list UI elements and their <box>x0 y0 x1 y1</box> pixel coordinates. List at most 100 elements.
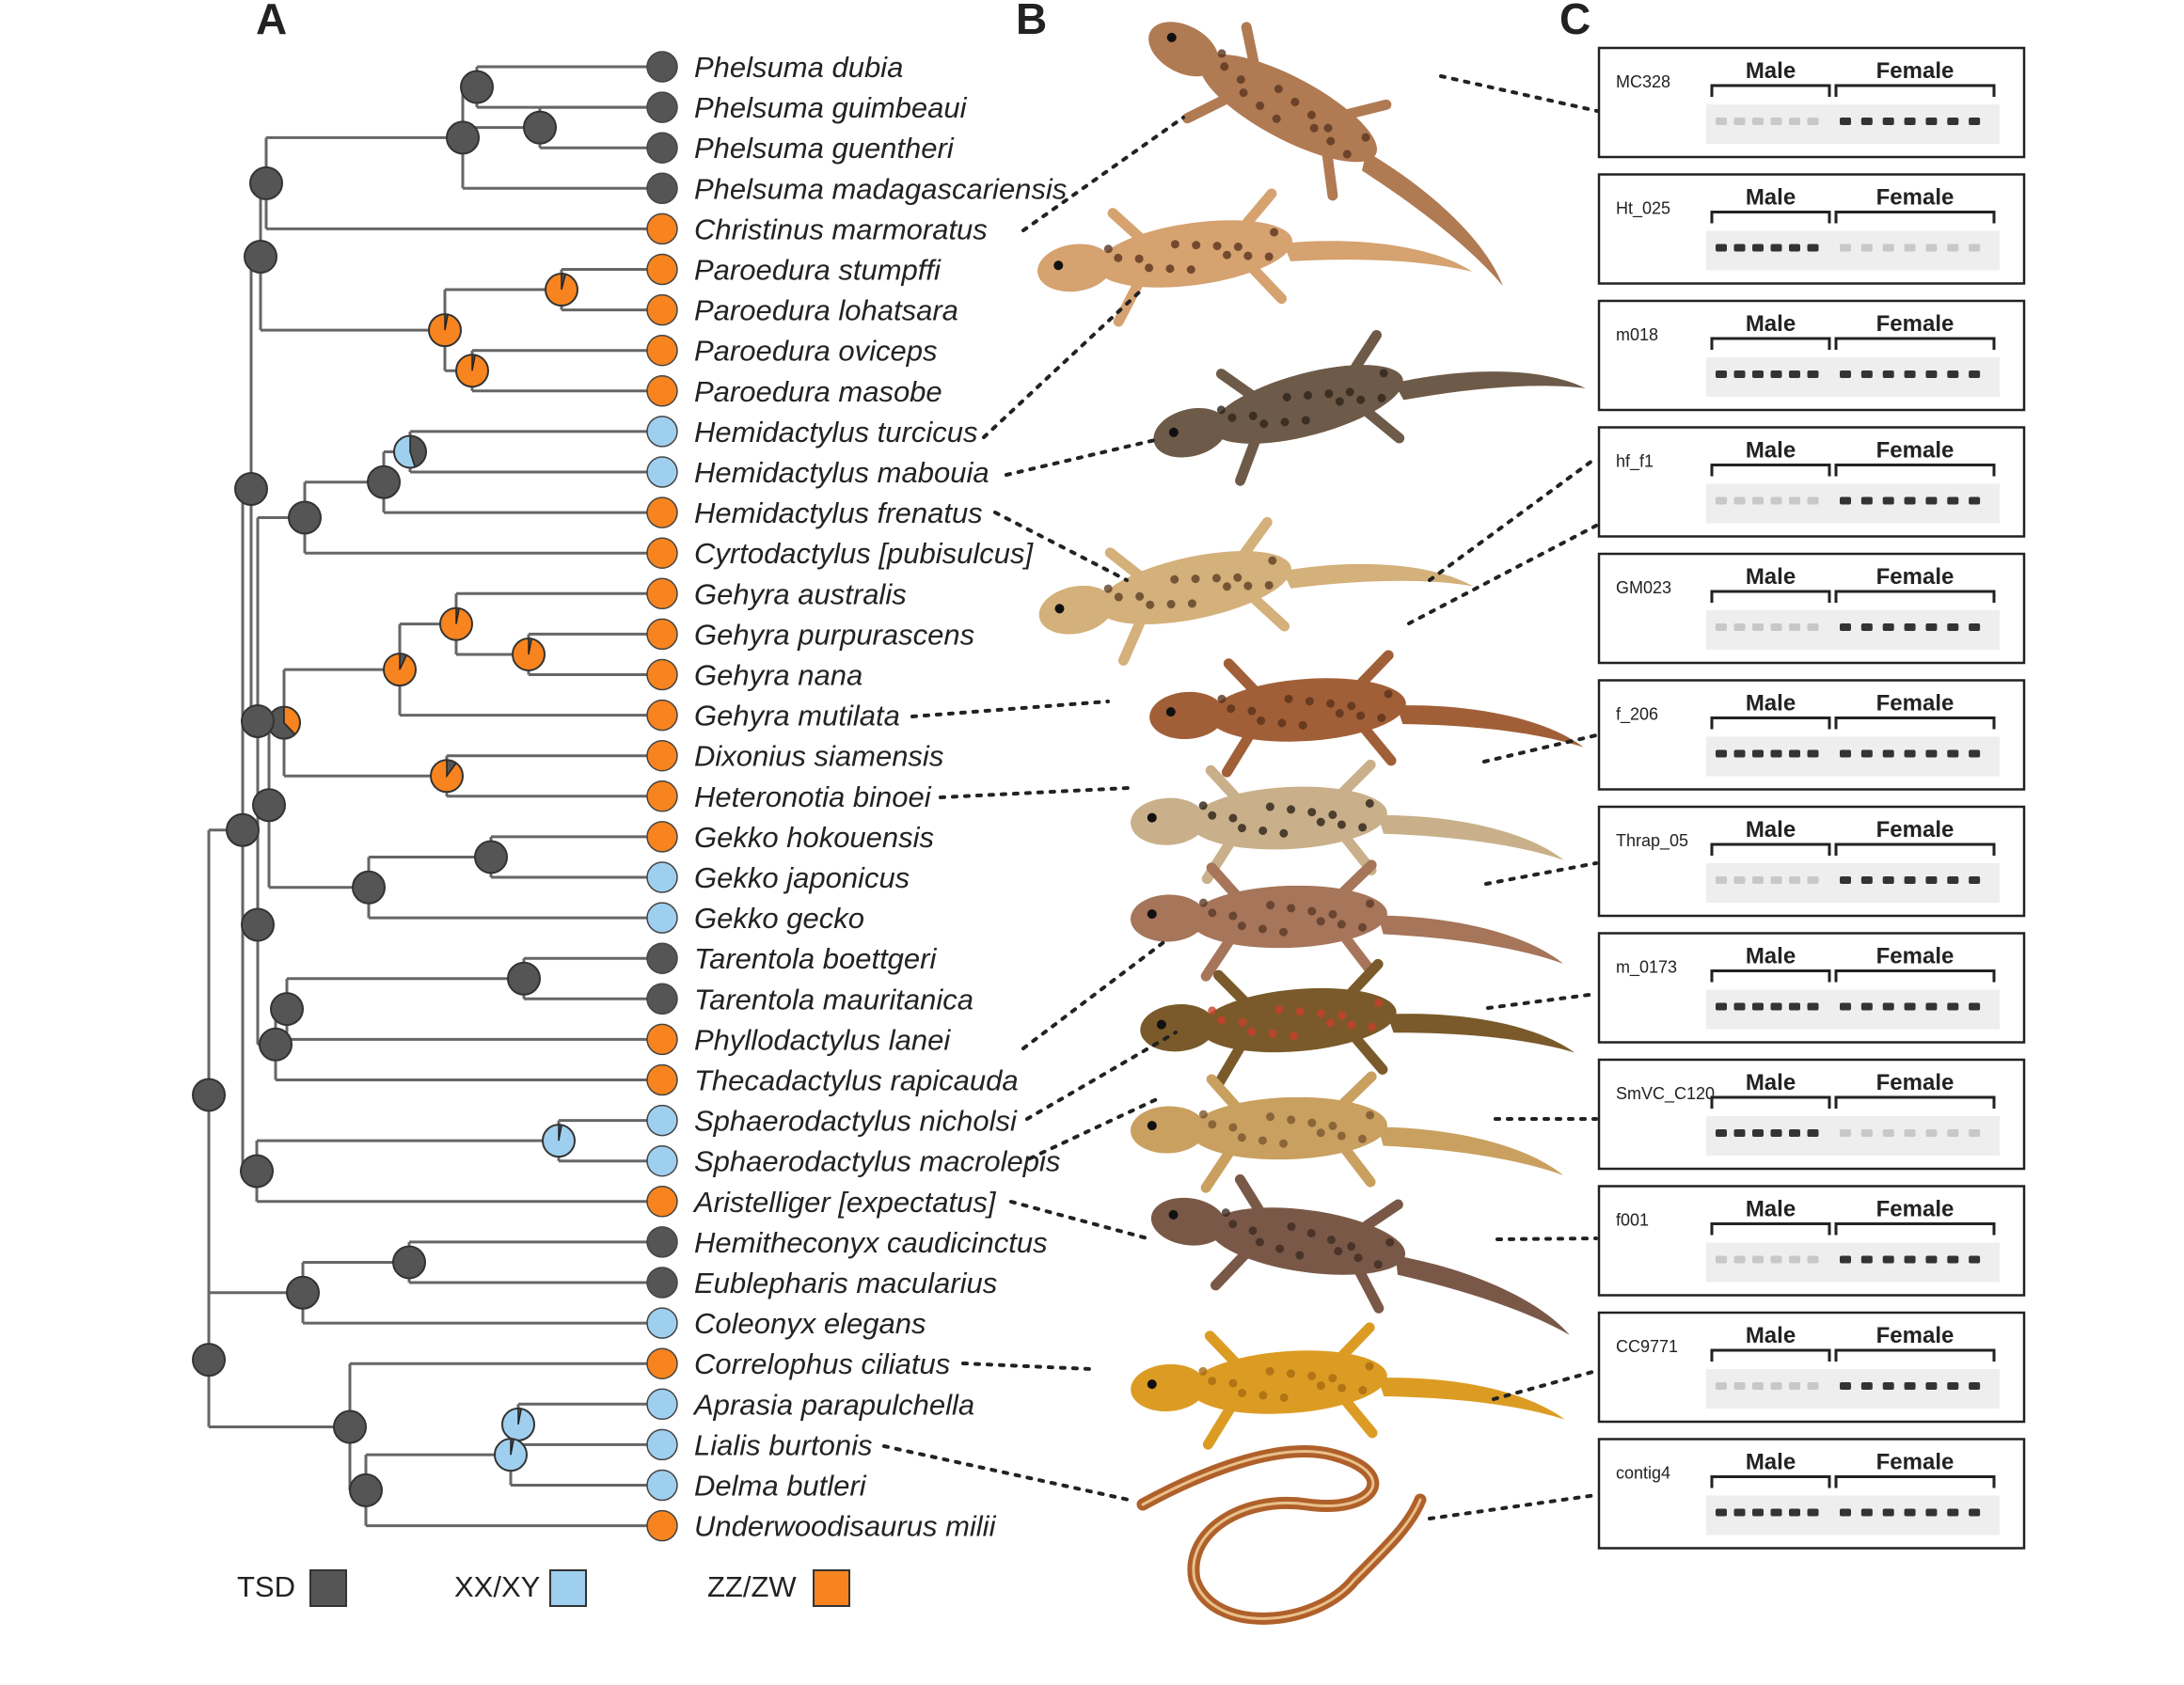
taxon-label: Dixonius siamensis <box>694 740 943 773</box>
gel-band <box>1840 1508 1851 1517</box>
taxon-label: Gehyra nana <box>694 659 863 692</box>
taxon-label: Gekko hokouensis <box>694 821 934 854</box>
gel-female-label: Female <box>1876 58 1955 84</box>
gel-band <box>1840 623 1851 631</box>
gel-band <box>1733 1129 1746 1137</box>
gel-band <box>1752 1382 1764 1390</box>
gecko-photo-thecadactylus <box>1130 859 1563 982</box>
panel-letter-a: A <box>256 0 287 43</box>
node-state-pie <box>244 240 277 275</box>
tip-state-marker <box>646 416 678 448</box>
gel-band <box>1925 1255 1938 1264</box>
dotted-connector <box>1407 524 1598 625</box>
dotted-connector <box>1021 116 1185 232</box>
gel-band <box>1882 623 1894 631</box>
gel-band <box>1716 1255 1727 1264</box>
gel-band <box>1925 370 1938 378</box>
tip-state-marker <box>646 1428 678 1461</box>
taxon-label: Underwoodisaurus milii <box>694 1510 997 1543</box>
gel-band <box>1789 1382 1800 1390</box>
gel-band <box>1925 118 1938 125</box>
gel-female-label: Female <box>1876 1323 1955 1348</box>
gel-bracket <box>1710 1475 1831 1488</box>
gel-bracket <box>1834 590 1996 603</box>
gel-band <box>1770 1129 1782 1137</box>
tip-state-marker <box>646 456 678 488</box>
gel-band <box>1882 1002 1894 1011</box>
gel-male-label: Male <box>1746 1197 1796 1222</box>
gel-band <box>1733 370 1746 378</box>
gel-band <box>1904 244 1916 252</box>
gel-band <box>1969 876 1981 884</box>
gel-band <box>1789 623 1800 631</box>
specimen-photos <box>1037 22 1586 1625</box>
gel-band <box>1925 876 1938 884</box>
gel-panel: hf_f1 Male Female <box>1597 426 2026 538</box>
gecko-photo-cyrtodactylus <box>1038 516 1474 666</box>
gel-panel: SmVC_C120 Male Female <box>1597 1058 2026 1171</box>
gel-band <box>1733 1508 1746 1517</box>
gel-band <box>1752 1508 1764 1517</box>
gel-male-label: Male <box>1746 311 1796 337</box>
taxon-label: Christinus marmoratus <box>694 213 988 245</box>
gel-band <box>1789 1508 1800 1517</box>
gel-bracket <box>1710 590 1831 603</box>
gel-band <box>1860 749 1873 758</box>
gel-bracket <box>1834 464 1996 477</box>
gel-band <box>1807 1255 1819 1264</box>
gel-band <box>1840 876 1851 884</box>
tip-state-marker <box>646 1509 678 1542</box>
gel-band <box>1716 1382 1727 1390</box>
taxon-label: Tarentola boettgeri <box>694 942 937 975</box>
gecko-photo-aristelliger <box>1150 1173 1570 1335</box>
gel-band <box>1752 1002 1764 1011</box>
gel-bracket <box>1710 84 1831 97</box>
taxon-label: Paroedura masobe <box>694 375 942 408</box>
tip-state-marker <box>646 942 678 974</box>
tip-state-marker <box>646 1307 678 1339</box>
gel-band <box>1733 1255 1746 1264</box>
gel-band <box>1947 749 1959 758</box>
gel-band <box>1770 876 1782 884</box>
dotted-connector <box>1439 74 1599 113</box>
dotted-connector <box>1484 861 1598 886</box>
gecko-photo-christinus <box>1037 188 1473 327</box>
gel-band <box>1969 1002 1981 1011</box>
tip-state-marker <box>646 618 678 651</box>
gel-band <box>1770 623 1782 631</box>
gel-band <box>1716 370 1727 378</box>
tip-state-marker <box>646 293 678 326</box>
gel-band <box>1860 1255 1873 1264</box>
tip-state-marker <box>646 1186 678 1218</box>
node-state-pie <box>512 637 546 671</box>
node-state-pie <box>430 759 464 794</box>
gecko-photo-sphaerodactylus-macrolepis <box>1130 1071 1563 1193</box>
gel-band <box>1789 244 1800 252</box>
gel-marker-id: CC9771 <box>1616 1337 1678 1356</box>
dotted-connector <box>910 700 1110 718</box>
gel-band <box>1925 1129 1938 1137</box>
gel-band <box>1925 623 1938 631</box>
legend-label: ZZ/ZW <box>707 1570 797 1603</box>
phylogenetic-tree <box>207 65 662 1528</box>
node-state-pie <box>393 434 427 469</box>
node-state-pie <box>455 354 489 388</box>
gel-bracket <box>1834 842 1996 856</box>
gel-band <box>1882 749 1894 758</box>
taxon-label: Gehyra mutilata <box>694 700 900 732</box>
gel-band <box>1947 1255 1959 1264</box>
gel-band <box>1716 244 1727 252</box>
gel-marker-id: hf_f1 <box>1616 452 1654 472</box>
taxon-label: Gekko gecko <box>694 902 864 935</box>
gel-band <box>1770 1382 1782 1390</box>
taxon-label: Hemitheconyx caudicinctus <box>694 1226 1048 1259</box>
gel-band <box>1840 1002 1851 1011</box>
gecko-photo-correlophus <box>1131 1322 1565 1450</box>
gel-band <box>1770 118 1782 125</box>
legend-swatch <box>309 1569 347 1607</box>
gecko-photo-gehyra <box>1149 650 1584 778</box>
gel-female-label: Female <box>1876 185 1955 211</box>
gel-band <box>1969 1508 1981 1517</box>
taxon-label: Paroedura oviceps <box>694 335 938 368</box>
gel-male-label: Male <box>1746 564 1796 590</box>
